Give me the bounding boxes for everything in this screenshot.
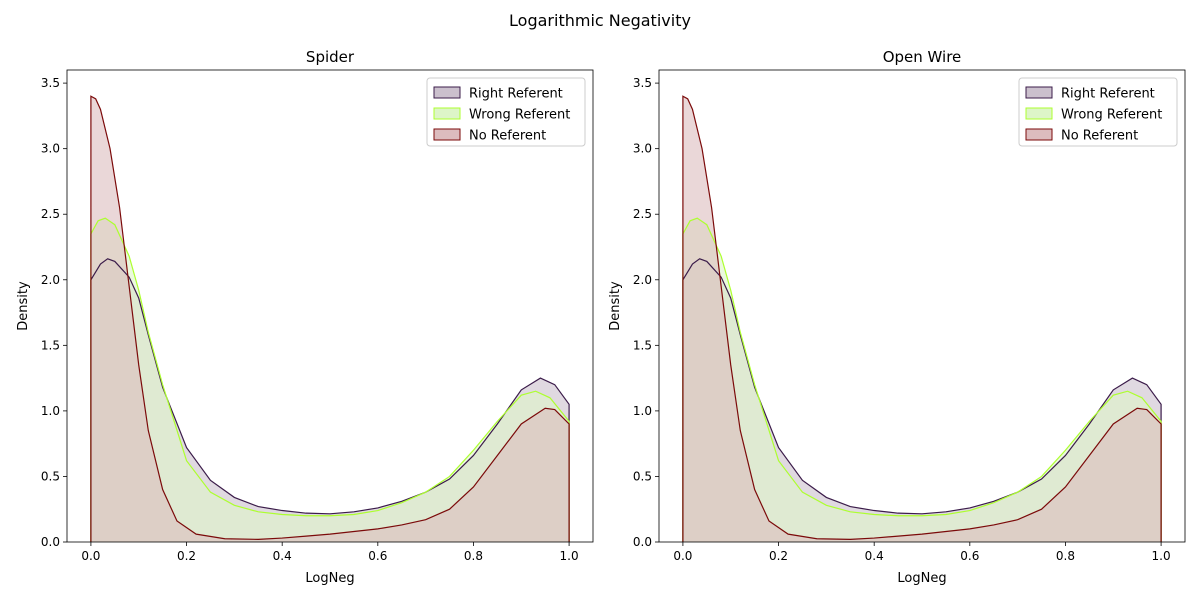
x-axis-label: LogNeg (305, 571, 354, 586)
y-tick-label: 2.5 (633, 207, 652, 221)
y-tick-label: 1.5 (633, 338, 652, 352)
line-wrong-referent (90, 217, 570, 542)
x-tick-label: 0.4 (865, 549, 884, 563)
x-tick-label: 0.2 (769, 549, 788, 563)
area-no-referent (682, 96, 1162, 542)
legend-swatch-wrong-referent (1025, 107, 1053, 120)
legend-label-no-referent: No Referent (1061, 129, 1138, 144)
x-tick-label: 0.2 (177, 549, 196, 563)
axes-frame (658, 69, 1186, 543)
y-tick-label: 1.0 (41, 404, 60, 418)
legend-swatch-no-referent (433, 128, 461, 141)
legend-label-right-referent: Right Referent (1061, 87, 1155, 102)
y-tick-label: 2.0 (41, 273, 60, 287)
y-tick-label: 3.0 (633, 142, 652, 156)
x-tick-label: 0.8 (464, 549, 483, 563)
legend: Right Referent Wrong Referent No Referent (1018, 77, 1178, 147)
x-tick-label: 0.0 (673, 549, 692, 563)
subplot-title: Spider (306, 48, 355, 66)
legend-swatch-wrong-referent (433, 107, 461, 120)
legend-box (1018, 77, 1178, 147)
figure-suptitle: Logarithmic Negativity (509, 11, 691, 30)
y-tick-label: 3.5 (41, 76, 60, 90)
series-fills (90, 96, 570, 542)
legend-swatch-right-referent (1025, 86, 1053, 99)
x-tick-label: 1.0 (560, 549, 579, 563)
legend-label-no-referent: No Referent (469, 129, 546, 144)
y-tick-label: 2.0 (633, 273, 652, 287)
y-tick-label: 3.0 (41, 142, 60, 156)
legend-swatch-no-referent (1025, 128, 1053, 141)
y-tick-label: 0.0 (633, 535, 652, 549)
line-no-referent (90, 95, 570, 542)
line-wrong-referent (682, 217, 1162, 542)
axes-frame (66, 69, 594, 543)
legend: Right Referent Wrong Referent No Referent (426, 77, 586, 147)
x-tick-label: 0.6 (960, 549, 979, 563)
x-tick-label: 1.0 (1152, 549, 1171, 563)
legend-swatch-right-referent (433, 86, 461, 99)
x-axis-label: LogNeg (897, 571, 946, 586)
y-tick-label: 0.5 (41, 469, 60, 483)
x-tick-label: 0.0 (81, 549, 100, 563)
line-no-referent (682, 95, 1162, 542)
subplot-spider: 0.0 0.2 0.4 0.6 0.8 1.0 0.0 0.5 1.0 1.5 2.0 2.5 3.0 3… (16, 48, 594, 586)
line-right-referent (682, 258, 1162, 542)
subplot-title: Open Wire (883, 48, 962, 66)
legend-label-wrong-referent: Wrong Referent (1061, 108, 1162, 123)
y-tick-label: 1.0 (633, 404, 652, 418)
y-tick-label: 0.5 (633, 469, 652, 483)
y-axis-label: Density (16, 281, 31, 331)
legend-label-wrong-referent: Wrong Referent (469, 108, 570, 123)
legend-label-right-referent: Right Referent (469, 87, 563, 102)
y-tick-label: 3.5 (633, 76, 652, 90)
x-tick-label: 0.4 (273, 549, 292, 563)
x-tick-label: 0.8 (1056, 549, 1075, 563)
subplot-open-wire: 0.0 0.2 0.4 0.6 0.8 1.0 0.0 0.5 1.0 1.5 2.0 2.5 3.0 3… (608, 48, 1186, 586)
legend-box (426, 77, 586, 147)
series-lines (90, 95, 570, 542)
line-right-referent (90, 258, 570, 542)
y-tick-label: 0.0 (41, 535, 60, 549)
x-tick-label: 0.6 (368, 549, 387, 563)
y-tick-label: 1.5 (41, 338, 60, 352)
area-no-referent (90, 96, 570, 542)
y-axis-label: Density (608, 281, 623, 331)
series-fills (682, 96, 1162, 542)
series-lines (682, 95, 1162, 542)
y-tick-label: 2.5 (41, 207, 60, 221)
